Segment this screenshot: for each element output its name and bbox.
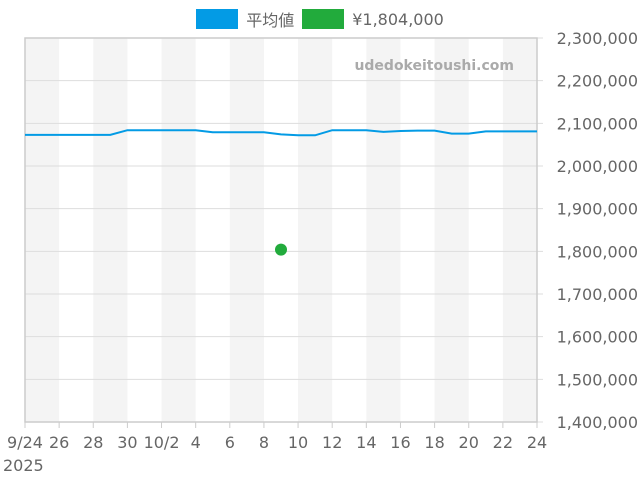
legend-label-price: ¥1,804,000 <box>352 9 444 29</box>
y-tick-label: 1,700,000 <box>557 285 638 304</box>
x-tick-label: 24 <box>527 433 547 452</box>
x-tick-label: 9/24 <box>7 433 43 452</box>
x-tick-label: 20 <box>459 433 479 452</box>
x-tick-label: 4 <box>191 433 201 452</box>
legend-item-average[interactable]: 平均値 <box>196 7 294 31</box>
x-tick-label: 12 <box>322 433 342 452</box>
y-tick-label: 2,000,000 <box>557 157 638 176</box>
x-tick-label: 28 <box>83 433 103 452</box>
axes <box>24 37 538 428</box>
x-tick-label: 6 <box>225 433 235 452</box>
weekend-bands <box>25 38 537 422</box>
watermark: udedokeitoushi.com <box>354 58 514 74</box>
price-point[interactable] <box>275 243 287 256</box>
x-tick-label: 18 <box>424 433 444 452</box>
series <box>25 129 537 256</box>
x-tick-label: 10/2 <box>144 433 180 452</box>
y-tick-label: 2,200,000 <box>557 72 638 91</box>
y-tick-label: 1,600,000 <box>557 328 638 347</box>
y-tick-label: 2,300,000 <box>557 29 638 48</box>
x-tick-label: 30 <box>117 433 137 452</box>
x-tick-label: 26 <box>49 433 69 452</box>
average-line <box>25 129 537 137</box>
y-tick-label: 1,800,000 <box>557 242 638 261</box>
x-year-label: 2025 <box>3 456 44 475</box>
legend-label-average: 平均値 <box>246 11 295 30</box>
x-tick-label: 22 <box>493 433 513 452</box>
y-tick-label: 2,100,000 <box>557 114 638 133</box>
x-tick-label: 14 <box>356 433 376 452</box>
y-tick-label: 1,400,000 <box>557 413 638 432</box>
legend-swatch-price <box>302 9 345 29</box>
x-tick-label: 10 <box>288 433 308 452</box>
y-tick-label: 1,500,000 <box>557 370 638 389</box>
x-tick-label: 8 <box>259 433 269 452</box>
y-tick-label: 1,900,000 <box>557 200 638 219</box>
legend-item-price[interactable]: ¥1,804,000 <box>302 9 444 29</box>
x-axis-labels: 9/24 26 28 30 10/2 4 6 8 10 12 14 16 18 20 22 24 2025 <box>3 433 547 475</box>
legend-swatch-average <box>196 9 239 29</box>
x-tick-label: 16 <box>390 433 410 452</box>
y-axis-labels: 2,300,000 2,200,000 2,100,000 2,000,000 1,90… <box>557 29 638 432</box>
chart-legend: 平均値 ¥1,804,000 <box>0 7 640 31</box>
